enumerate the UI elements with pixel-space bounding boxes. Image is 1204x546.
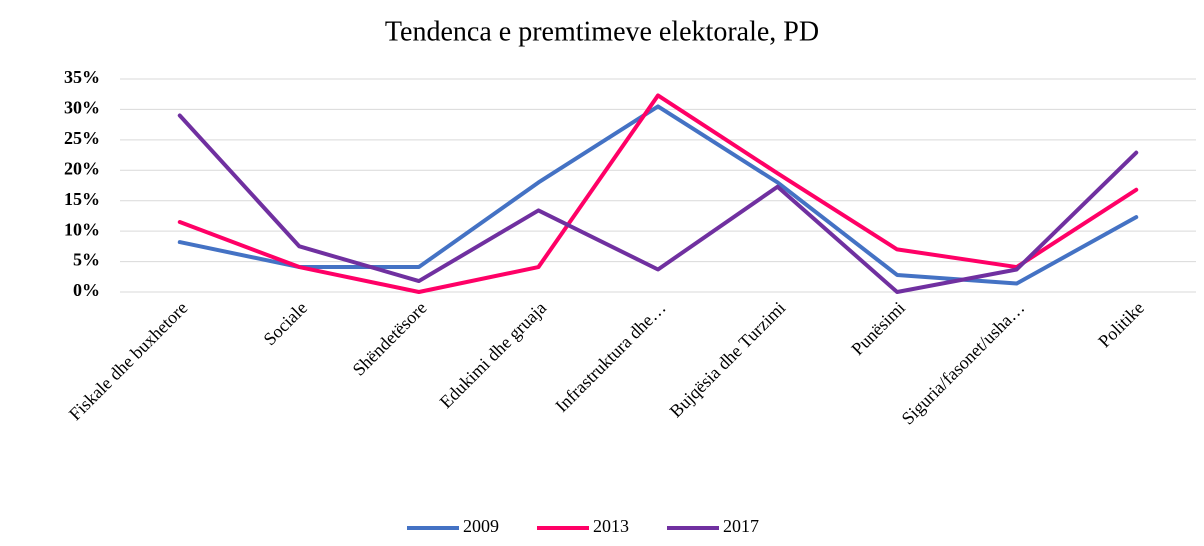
line-series <box>177 93 1139 294</box>
x-tick-label: Siguria/fasonet/usha… <box>898 298 1029 429</box>
x-tick-label: Bujqësia dhe Turzimi <box>666 298 790 422</box>
y-tick-label: 20% <box>64 158 100 178</box>
x-tick-label: Fiskale dhe buxhetore <box>65 298 192 425</box>
y-tick-label: 10% <box>64 219 100 239</box>
x-tick-label: Sociale <box>259 298 311 350</box>
y-tick-label: 35% <box>64 67 100 87</box>
x-tick-label: Shëndetësore <box>349 298 431 380</box>
y-tick-label: 5% <box>73 250 100 270</box>
x-tick-label: Punësimi <box>847 298 909 360</box>
line-series <box>177 104 1139 286</box>
y-tick-label: 25% <box>64 128 100 148</box>
line-series <box>177 113 1139 294</box>
x-tick-label: Politike <box>1094 298 1148 352</box>
x-tick-label: Edukimi dhe gruaja <box>436 298 551 413</box>
chart-title: Tendenca e premtimeve elektorale, PD <box>385 16 819 47</box>
y-tick-label: 15% <box>64 189 100 209</box>
legend-label: 2013 <box>593 516 629 536</box>
legend-label: 2009 <box>463 516 499 536</box>
legend-label: 2017 <box>723 516 759 536</box>
y-tick-label: 30% <box>64 98 100 118</box>
x-tick-label: Infrastruktura dhe… <box>551 298 669 416</box>
y-tick-label: 0% <box>73 280 100 300</box>
